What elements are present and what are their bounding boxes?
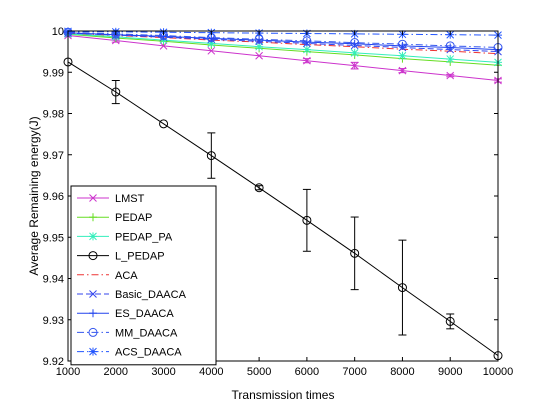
data-point — [254, 183, 264, 193]
data-point — [398, 51, 407, 60]
legend-box — [70, 185, 217, 366]
error-bar — [350, 216, 359, 291]
marker-stroke — [446, 71, 455, 80]
y-tick-label: 9.97 — [43, 150, 64, 162]
y-tick-label: 9.98 — [43, 109, 64, 121]
legend-entry: Basic_DAACA — [77, 289, 187, 301]
legend-label: ACA — [115, 270, 138, 282]
marker-stroke — [159, 41, 168, 50]
legend-entry: LMST — [77, 193, 145, 205]
series-line-aca — [67, 32, 499, 55]
y-tick-label: 9.96 — [43, 191, 64, 203]
x-tick-label: 6000 — [295, 366, 319, 378]
legend-entry: ES_DAACA — [77, 308, 174, 320]
series-line-pedap-pa — [67, 33, 499, 63]
data-point — [350, 48, 359, 57]
x-tick-label: 10000 — [483, 366, 514, 378]
error-bar — [207, 132, 216, 179]
error-bar — [111, 80, 120, 105]
error-bar — [398, 239, 407, 336]
marker-stroke — [303, 56, 311, 65]
y-tick-label: 9.92 — [43, 356, 64, 368]
data-point — [303, 56, 311, 65]
marker-stroke — [89, 290, 97, 298]
data-point — [255, 36, 264, 45]
series-line-l-pedap — [67, 61, 499, 357]
legend-marker — [89, 213, 97, 222]
legend-label: ACS_DAACA — [115, 347, 182, 359]
axes: 1000 2000 3000 4000 5000 6000 7000 8000 9000 1000… — [43, 26, 514, 378]
legend-marker — [88, 251, 98, 261]
x-tick-label: 3000 — [151, 366, 175, 378]
marker-stroke — [350, 61, 359, 70]
x-tick-label: 2000 — [104, 366, 128, 378]
x-tick-label: 8000 — [390, 366, 414, 378]
legend-marker — [89, 309, 97, 318]
series-line-pedap — [67, 33, 499, 66]
legend-label: MM_DAACA — [115, 327, 178, 339]
data-point — [159, 41, 168, 50]
legend-marker — [88, 327, 98, 337]
marker-stroke — [398, 66, 407, 75]
legend-entry: PEDAP — [77, 212, 152, 224]
legend: LMST PEDAP PEDAP_PA L_PEDAP ACA Basic_DAACA ES… — [70, 185, 217, 366]
x-tick-label: 4000 — [199, 366, 223, 378]
x-tick-label: 7000 — [342, 366, 366, 378]
error-bar — [255, 185, 264, 191]
data-point — [206, 151, 216, 161]
y-tick-label: 9.95 — [43, 232, 64, 244]
error-bar — [446, 313, 455, 330]
x-tick-label: 5000 — [247, 366, 271, 378]
data-point — [445, 41, 455, 51]
data-point — [445, 316, 455, 326]
data-point — [350, 248, 360, 258]
y-tick-label: 9.94 — [43, 274, 64, 286]
legend-marker — [89, 347, 97, 356]
legend-entry: L_PEDAP — [77, 251, 165, 263]
data-point — [350, 61, 359, 70]
data-point — [350, 38, 360, 48]
data-point — [302, 45, 311, 54]
legend-entry: MM_DAACA — [77, 327, 178, 339]
legend-marker — [89, 194, 97, 202]
error-bar — [302, 188, 311, 252]
y-tick-label: 9.99 — [43, 67, 64, 79]
legend-entry: PEDAP_PA — [77, 231, 173, 243]
legend-label: L_PEDAP — [115, 251, 165, 263]
data-point — [398, 66, 407, 75]
y-tick-label: 9.93 — [43, 315, 64, 327]
plot-area — [63, 27, 503, 361]
series-line-acs-daaca — [67, 30, 499, 36]
legend-label: PEDAP_PA — [115, 231, 173, 243]
data-point — [111, 87, 121, 97]
series-line-es-daaca — [67, 32, 499, 51]
marker-stroke — [255, 51, 263, 60]
series-line-mm-daaca — [67, 31, 499, 48]
y-tick-label: 10 — [52, 26, 64, 38]
legend-label: ES_DAACA — [115, 308, 174, 320]
y-axis-label: Average Remaining energy(J) — [27, 116, 41, 275]
data-point — [397, 283, 407, 293]
legend-label: Basic_DAACA — [115, 289, 187, 301]
data-point — [446, 55, 455, 64]
data-point — [397, 39, 407, 49]
legend-marker — [89, 232, 97, 241]
data-point — [159, 119, 169, 129]
legend-entry: ACA — [77, 270, 138, 282]
x-tick-label: 9000 — [438, 366, 462, 378]
legend-label: LMST — [115, 193, 145, 205]
data-point — [302, 215, 312, 225]
data-point — [446, 71, 455, 80]
legend-entry: ACS_DAACA — [77, 347, 182, 359]
x-axis-label: Transmission times — [232, 388, 335, 402]
data-point — [255, 51, 263, 60]
legend-marker — [89, 290, 97, 298]
data-point — [207, 46, 216, 55]
legend-label: PEDAP — [115, 212, 152, 224]
marker-stroke — [89, 194, 97, 202]
x-tick-label: 1000 — [56, 366, 80, 378]
series-line-lmst — [67, 35, 499, 81]
marker-stroke — [207, 46, 216, 55]
